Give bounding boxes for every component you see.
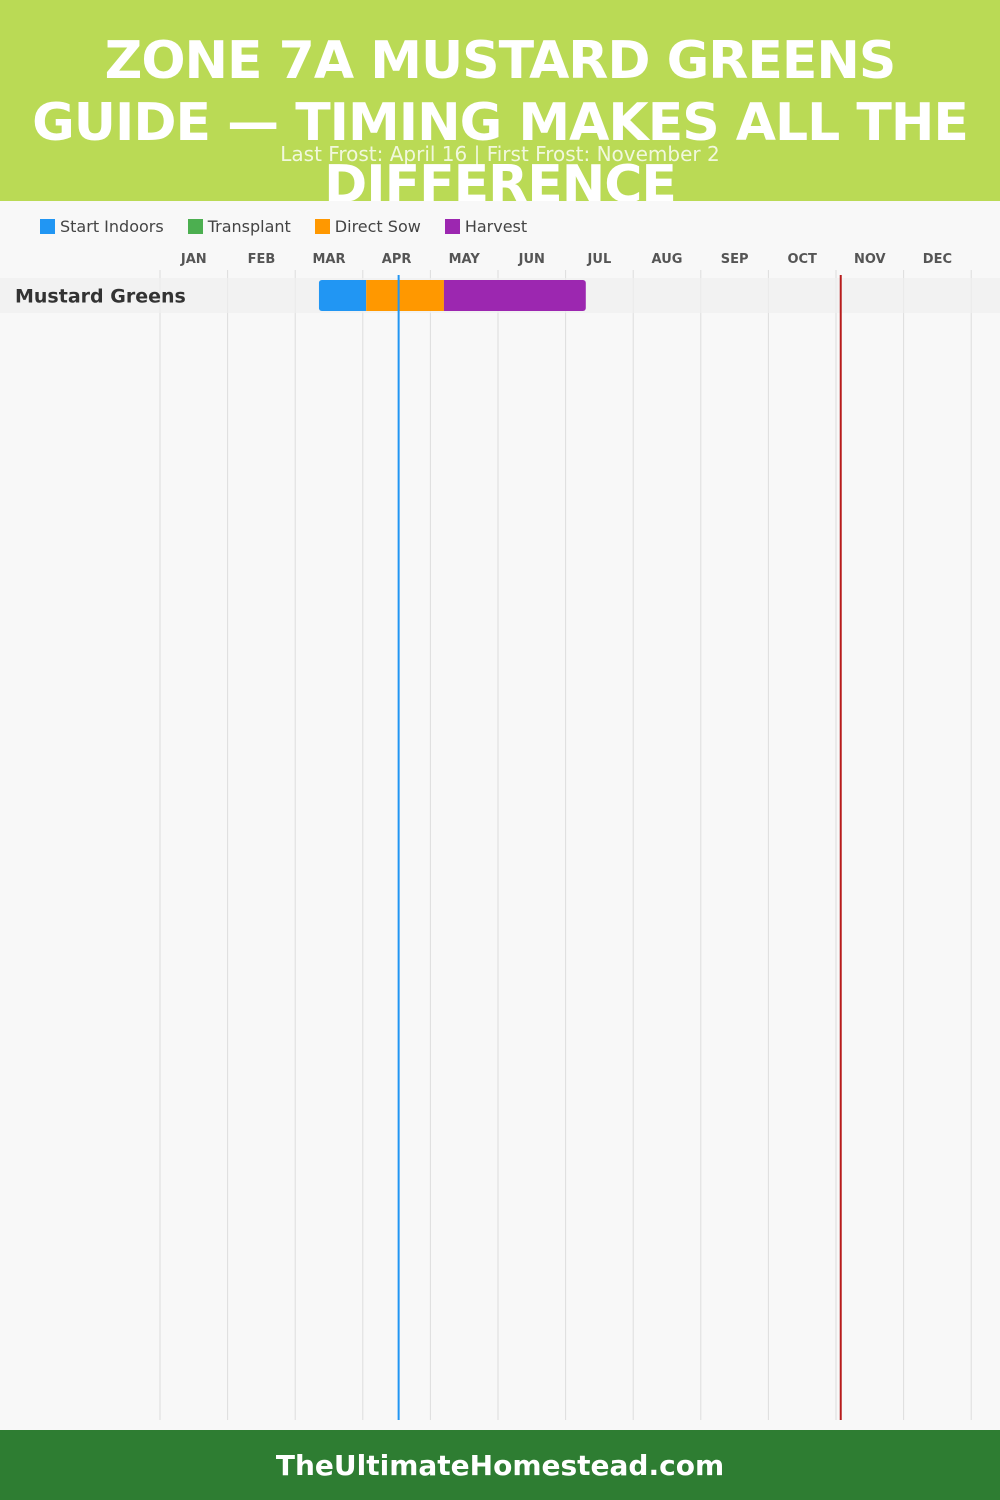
- frost-lines: [397, 275, 842, 1420]
- month-label-apr: APR: [382, 252, 412, 267]
- legend-swatch-direct-sow: [314, 218, 330, 234]
- legend-label-direct-sow: Direct Sow: [334, 216, 421, 236]
- legend-item-start-indoors: Start Indoors: [40, 217, 164, 236]
- legend-item-direct-sow: Direct Sow: [314, 216, 421, 236]
- legend-label-start-indoors: Start Indoors: [60, 216, 164, 236]
- legend-swatch-harvest: [444, 218, 460, 234]
- legend-label-harvest: Harvest: [464, 216, 528, 236]
- bar-harvest: [443, 280, 586, 311]
- chart-legend: Start Indoors Transplant Direct Sow Harv…: [40, 214, 551, 238]
- bar-start-indoors: [318, 280, 367, 311]
- legend-item-transplant: Transplant: [187, 216, 291, 236]
- bar-direct-sow: [366, 280, 444, 311]
- month-label-jul: JUL: [587, 252, 612, 267]
- month-label-jan: JAN: [180, 252, 207, 267]
- month-label-oct: OCT: [787, 252, 817, 267]
- month-gridlines: [159, 270, 972, 1420]
- page-title: Zone 7A Mustard Greens Guide — Timing Ma…: [32, 31, 969, 201]
- month-label-aug: AUG: [652, 252, 683, 267]
- legend-swatch-start-indoors: [40, 218, 55, 234]
- month-label-nov: NOV: [854, 252, 886, 267]
- crop-bar-group: [318, 280, 586, 311]
- planting-timeline-chart: Mustard Greens JAN FEB MAR APR MAY JUN JUL AUG S…: [0, 252, 1000, 1420]
- frost-dates-subtitle: Last Frost: April 16 | First Frost: Nove…: [280, 142, 720, 166]
- month-label-dec: DEC: [923, 252, 952, 267]
- month-label-mar: MAR: [312, 252, 345, 267]
- month-label-may: MAY: [449, 252, 481, 267]
- month-label-feb: FEB: [248, 252, 276, 267]
- footer-banner: TheUltimateHomestead.com: [0, 1430, 1000, 1500]
- month-label-sep: SEP: [721, 252, 749, 267]
- header-banner: Zone 7A Mustard Greens Guide — Timing Ma…: [0, 0, 1000, 201]
- crop-label: Mustard Greens: [15, 286, 186, 308]
- site-link[interactable]: TheUltimateHomestead.com: [275, 1448, 725, 1482]
- month-label-jun: JUN: [518, 252, 545, 267]
- legend-item-harvest: Harvest: [444, 216, 528, 236]
- legend-swatch-transplant: [187, 218, 203, 234]
- month-labels: JAN FEB MAR APR MAY JUN JUL AUG SEP OCT NOV DEC: [180, 252, 952, 267]
- legend-label-transplant: Transplant: [207, 216, 291, 236]
- crop-rows: Mustard Greens: [0, 278, 1000, 313]
